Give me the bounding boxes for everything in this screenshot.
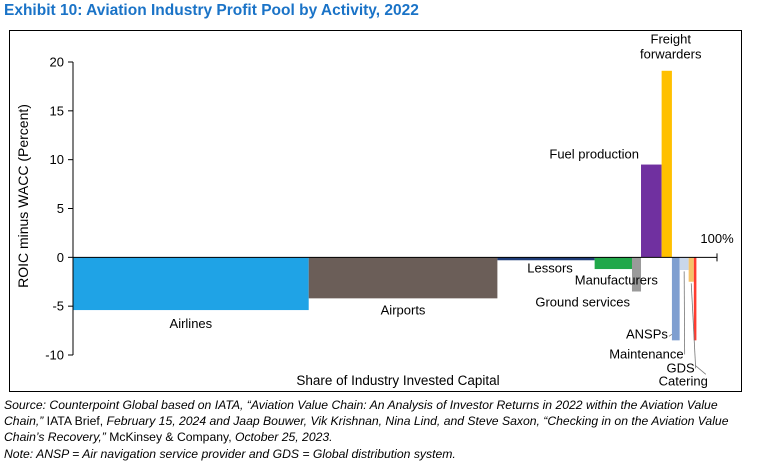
end-label-100pct: 100% <box>700 231 734 246</box>
bar-maintenance <box>679 257 689 271</box>
source-text: Source: Counterpoint Global based on IAT… <box>4 397 756 445</box>
label-maintenance: Maintenance <box>609 346 683 361</box>
y-tick-label: -10 <box>45 348 64 363</box>
bar-airlines <box>73 257 309 311</box>
label-manufacturers: Manufacturers <box>575 272 659 287</box>
bar-manufacturers <box>594 257 632 270</box>
label-airports: Airports <box>381 302 426 317</box>
label-airlines: Airlines <box>170 316 213 331</box>
source-part-2: IATA Brief, <box>43 414 107 428</box>
source-part-4: McKinsey & Company, <box>105 430 235 444</box>
label-freight-forwarders: Freight forwarders <box>640 31 702 61</box>
y-tick-label: 20 <box>50 55 64 70</box>
y-tick-label: 5 <box>57 201 64 216</box>
bar-ansps <box>671 257 680 341</box>
y-tick-label: -5 <box>52 299 64 314</box>
bars-group <box>73 70 697 341</box>
label-leader-line <box>694 365 707 375</box>
y-tick-label: 0 <box>57 250 64 265</box>
label-leader-line <box>668 334 673 337</box>
bar-fuel-production <box>641 164 662 258</box>
bar-airports <box>308 257 498 299</box>
x-axis-label: Share of Industry Invested Capital <box>296 373 499 388</box>
label-leader-line <box>690 283 697 369</box>
y-tick-label: 15 <box>50 103 64 118</box>
chart-frame: -10 -5 0 5 10 15 20 Airlines Airports Lessors Man… <box>9 30 742 392</box>
bar-catering <box>693 257 697 341</box>
label-fuel-production: Fuel production <box>549 147 639 162</box>
label-gds: GDS <box>666 360 695 375</box>
y-tick-label: 10 <box>50 152 64 167</box>
chart-svg: -10 -5 0 5 10 15 20 Airlines Airports LessorsMan… <box>15 31 734 388</box>
bar-ground-services <box>631 257 642 292</box>
note-text: Note: ANSP = Air navigation service prov… <box>4 447 456 461</box>
bar-gds <box>688 257 694 282</box>
label-lessors: Lessors <box>527 260 573 275</box>
source-part-1: Source: Counterpoint Global based on IAT… <box>4 398 718 428</box>
label-catering: Catering <box>659 373 708 388</box>
y-axis: -10 -5 0 5 10 15 20 <box>45 55 718 363</box>
source-part-5: October 25, 2023. <box>234 430 333 444</box>
label-ansps: ANSPs <box>626 326 668 341</box>
bar-lessors <box>497 257 595 261</box>
source-part-3: February 15, 2024 and Jaap Bouwer, Vik K… <box>4 414 729 444</box>
bar-freight-forwarders <box>661 70 672 258</box>
y-axis-label: ROIC minus WACC (Percent) <box>15 104 31 288</box>
label-ground-services: Ground services <box>535 294 630 309</box>
chart-title: Exhibit 10: Aviation Industry Profit Poo… <box>4 2 419 19</box>
